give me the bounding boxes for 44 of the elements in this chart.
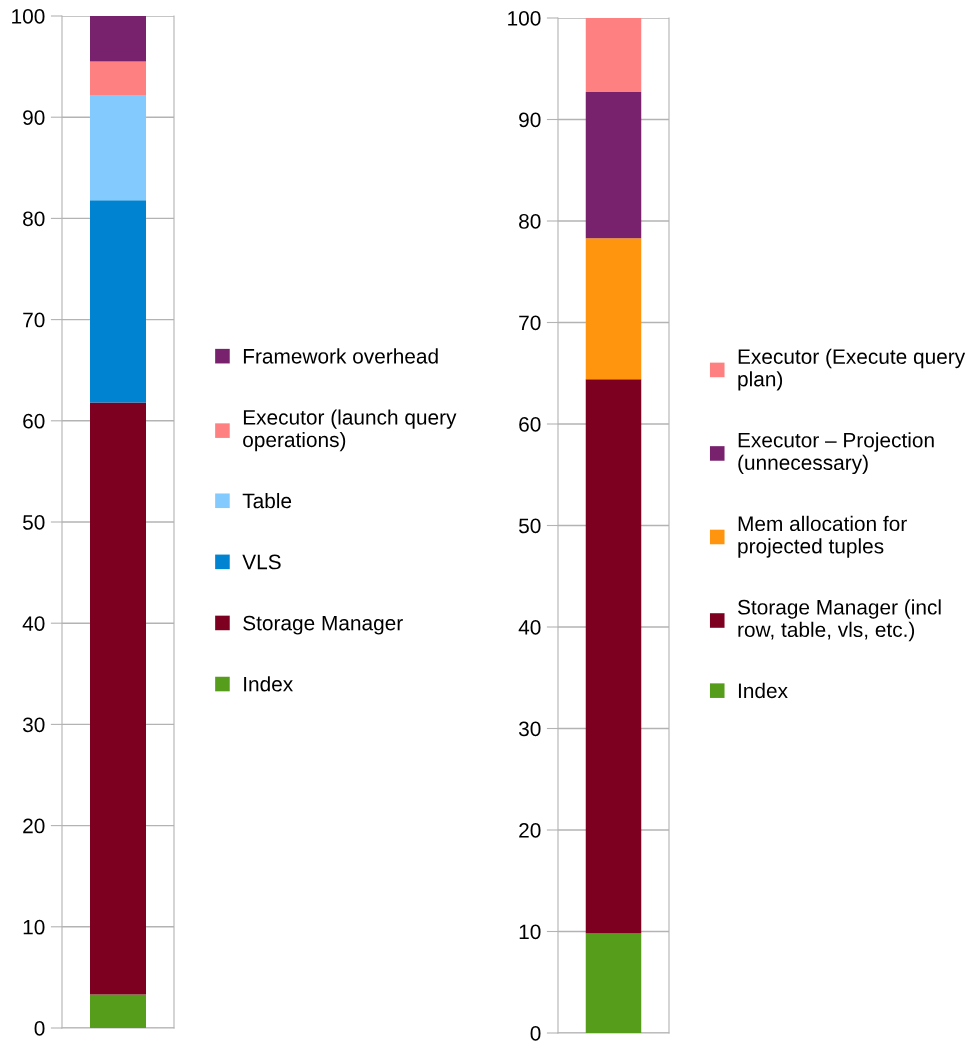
legend-label: VLS (242, 554, 281, 570)
y-tick-label: 10 (519, 924, 541, 940)
y-tick-label: 70 (519, 315, 541, 331)
bar (90, 200, 146, 403)
y-tick-label: 0 (530, 1026, 541, 1041)
y-tick-label: 100 (508, 11, 541, 26)
y-tick-label: 80 (23, 211, 45, 227)
y-tick-label: 60 (23, 413, 45, 429)
y-tick-label: 0 (34, 1021, 45, 1036)
y-tick-label: 60 (519, 417, 541, 432)
y-tick-label: 20 (23, 818, 45, 834)
y-tick-label: 50 (23, 515, 45, 530)
legend-label: Storage Manager (incl row, table, vls, etc.) (737, 599, 941, 642)
legend-label: Executor (Execute query plan) (738, 348, 966, 391)
y-tick-label: 50 (519, 518, 541, 534)
legend-label: Index (738, 682, 788, 699)
bar (90, 994, 146, 1028)
legend-label: Table (242, 492, 292, 509)
y-tick-label: 100 (12, 9, 45, 24)
bar (585, 92, 642, 239)
y-tick-label: 80 (519, 214, 541, 229)
legend-label: Framework overhead (243, 348, 438, 364)
y-tick-label: 40 (518, 620, 541, 635)
bar (90, 94, 146, 201)
legend-label: Executor (launch query operations) (243, 409, 457, 452)
legend-label: Index (244, 676, 293, 692)
y-tick-label: 90 (519, 112, 541, 128)
bar (585, 18, 642, 93)
y-tick-label: 70 (23, 312, 45, 328)
y-tick-label: 90 (23, 110, 45, 125)
y-tick-label: 40 (22, 616, 45, 631)
bar (90, 16, 146, 62)
bar (90, 61, 146, 95)
legend-label: Mem allocation for projected tuples (738, 515, 907, 558)
bar (90, 402, 146, 995)
bar (585, 379, 642, 934)
legend-label: Executor – Projection (unnecessary) (738, 432, 934, 475)
bar (585, 933, 642, 1033)
y-tick-label: 30 (22, 717, 45, 733)
bar (585, 238, 642, 380)
y-tick-label: 30 (518, 721, 541, 737)
y-tick-label: 10 (23, 919, 45, 935)
y-tick-label: 20 (519, 823, 541, 838)
legend-label: Storage Manager (243, 615, 403, 635)
